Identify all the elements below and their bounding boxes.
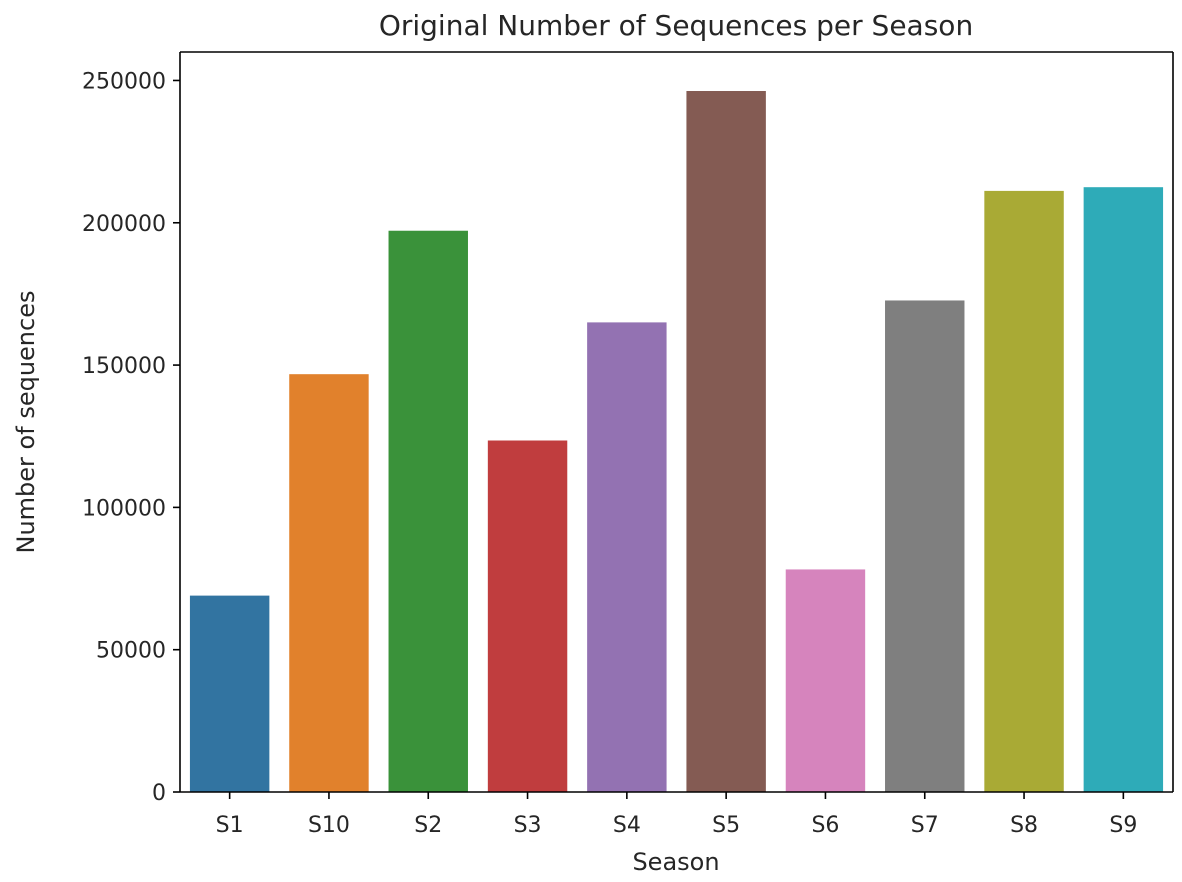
x-axis-label: Season — [632, 848, 719, 876]
bar-s7 — [885, 300, 964, 792]
bar-s8 — [984, 191, 1063, 792]
y-axis-label: Number of sequences — [12, 291, 40, 554]
bar-s9 — [1084, 187, 1163, 792]
x-tick-label: S5 — [712, 813, 740, 838]
bar-s5 — [686, 91, 765, 792]
bar-s6 — [786, 569, 865, 792]
bar-s10 — [289, 374, 368, 792]
x-tick-label: S10 — [308, 813, 350, 838]
y-tick-label: 250000 — [82, 69, 166, 94]
x-tick-label: S2 — [414, 813, 442, 838]
bar-s3 — [488, 441, 567, 793]
x-tick-label: S3 — [514, 813, 542, 838]
x-tick-label: S9 — [1109, 813, 1137, 838]
x-tick-label: S6 — [811, 813, 839, 838]
x-tick-label: S4 — [613, 813, 641, 838]
x-tick-label: S7 — [911, 813, 939, 838]
chart-title: Original Number of Sequences per Season — [379, 9, 973, 42]
y-tick-label: 100000 — [82, 496, 166, 521]
y-tick-label: 0 — [152, 781, 166, 806]
x-tick-label: S8 — [1010, 813, 1038, 838]
y-tick-label: 200000 — [82, 212, 166, 237]
bar-s2 — [389, 231, 468, 792]
x-tick-label: S1 — [216, 813, 244, 838]
bar-s1 — [190, 596, 269, 792]
bar-s4 — [587, 322, 666, 792]
y-tick-label: 150000 — [82, 354, 166, 379]
y-tick-label: 50000 — [96, 639, 166, 664]
